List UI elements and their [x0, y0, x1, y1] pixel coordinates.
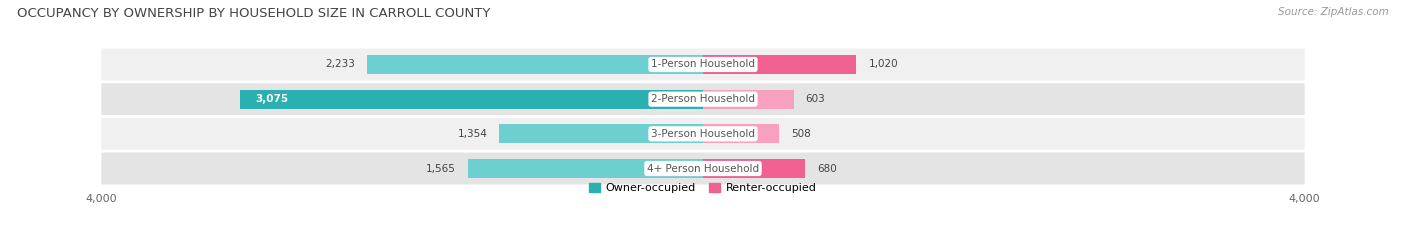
Text: 3-Person Household: 3-Person Household: [651, 129, 755, 139]
Bar: [367, 55, 703, 74]
Text: 1,020: 1,020: [869, 59, 898, 69]
Text: 3,075: 3,075: [256, 94, 288, 104]
Text: 2-Person Household: 2-Person Household: [651, 94, 755, 104]
Text: 1-Person Household: 1-Person Household: [651, 59, 755, 69]
Bar: [703, 90, 794, 109]
Bar: [703, 124, 779, 143]
Bar: [240, 90, 703, 109]
FancyBboxPatch shape: [101, 48, 1305, 80]
Text: 680: 680: [817, 164, 837, 174]
Text: 2,233: 2,233: [325, 59, 356, 69]
Text: 1,354: 1,354: [457, 129, 488, 139]
Text: OCCUPANCY BY OWNERSHIP BY HOUSEHOLD SIZE IN CARROLL COUNTY: OCCUPANCY BY OWNERSHIP BY HOUSEHOLD SIZE…: [17, 7, 491, 20]
Text: 508: 508: [792, 129, 811, 139]
Bar: [499, 124, 703, 143]
FancyBboxPatch shape: [101, 118, 1305, 150]
Bar: [703, 159, 806, 178]
FancyBboxPatch shape: [101, 83, 1305, 115]
Text: 603: 603: [806, 94, 825, 104]
FancyBboxPatch shape: [101, 153, 1305, 185]
Text: 1,565: 1,565: [426, 164, 456, 174]
Bar: [703, 55, 856, 74]
Text: 4+ Person Household: 4+ Person Household: [647, 164, 759, 174]
Legend: Owner-occupied, Renter-occupied: Owner-occupied, Renter-occupied: [589, 182, 817, 193]
Bar: [468, 159, 703, 178]
Text: Source: ZipAtlas.com: Source: ZipAtlas.com: [1278, 7, 1389, 17]
